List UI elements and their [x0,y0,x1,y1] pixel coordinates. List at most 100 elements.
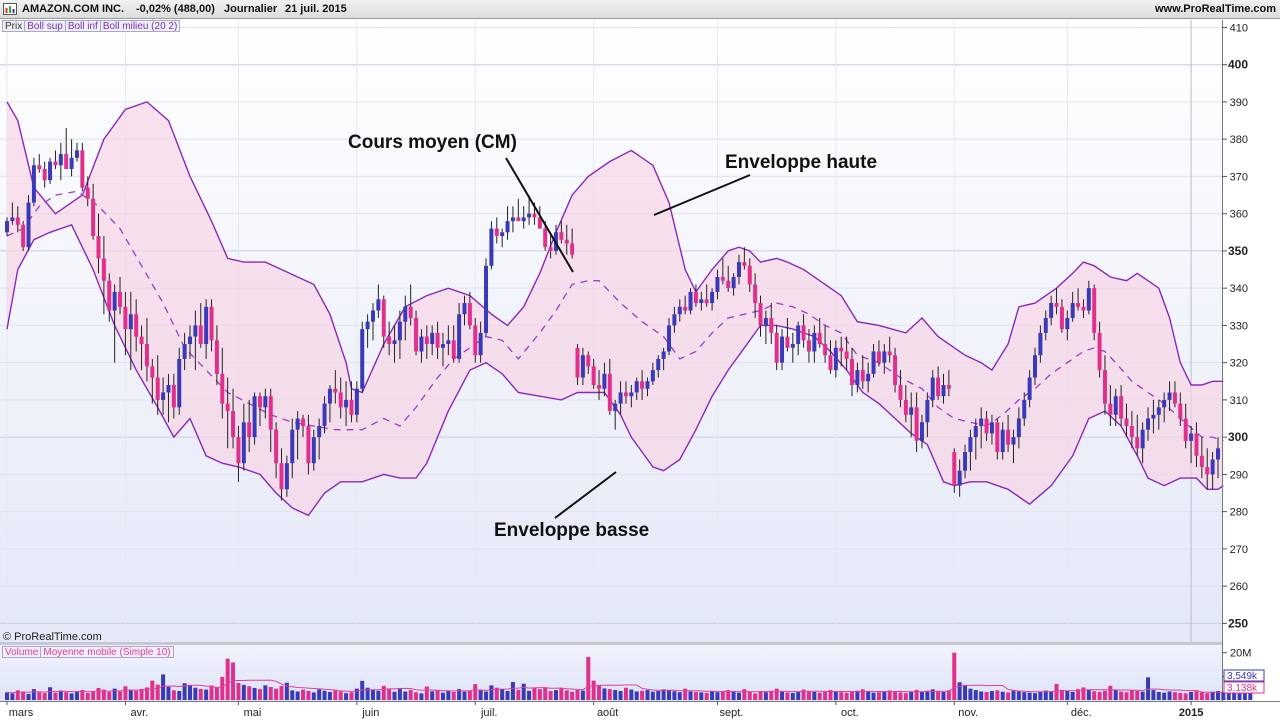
date-tick-label: mai [244,707,262,719]
candle-body [166,385,171,393]
volume-bar [1092,691,1097,700]
volume-bar [580,690,585,700]
volume-bar [553,690,558,700]
volume-bar [543,687,548,700]
candle-body [623,392,628,397]
volume-bar [1210,691,1215,700]
price-axis[interactable]: 250 260 270 280 290 300 310 320 330 340 350 360 370 3… [1222,22,1248,630]
candle-body [521,217,526,222]
volume-legend-item[interactable]: Moyenne mobile (Simple 10) [40,646,174,658]
candle-body [187,336,192,345]
volume-bar [1054,683,1059,700]
candle-body [1216,448,1220,460]
volume-bar [365,687,370,700]
volume-bar [1242,690,1247,700]
candle-body [564,239,569,244]
price-legend-item[interactable]: Boll milieu (20 2) [99,20,181,32]
volume-bar [1199,692,1204,700]
annotation-pointer-upper [653,174,751,216]
volume-bar [640,690,645,700]
site-url[interactable]: www.ProRealTime.com [1154,3,1276,15]
candle-body [510,217,515,222]
candle-body [742,262,747,266]
price-tick-label: 380 [1230,134,1248,146]
candle-body [80,150,85,188]
volume-bar [214,687,219,700]
volume-bar [1108,685,1113,700]
candle-body [855,370,860,386]
volume-bar [220,676,225,700]
volume-bar [1140,691,1145,700]
volume-bar [376,690,381,700]
price-tick-label: 330 [1230,320,1248,332]
candle-body [936,377,941,397]
volume-bar [1248,691,1253,700]
candle-body [457,314,462,359]
volume-bar [252,687,257,700]
candle-body [317,425,322,438]
candle-body [144,344,149,367]
date-tick-label: oct. [841,707,859,719]
volume-bar [564,690,569,700]
candle-body [139,336,144,345]
candle-body [634,381,639,393]
volume-bar [1146,677,1151,700]
volume-bar [586,656,591,700]
volume-bar [53,692,58,700]
date-axis[interactable]: mars avr. mai juin juil. août sept. oct. nov. déc… [6,701,1203,719]
volume-bar [123,686,128,700]
candle-body [1076,303,1081,307]
candle-body [753,284,758,304]
volume-bar [1065,691,1070,700]
candle-body [537,217,542,229]
candle-body [462,303,467,315]
period-label[interactable]: Journalier [224,3,278,15]
candle-body [516,217,521,222]
volume-bar [37,692,42,700]
candle-body [699,299,704,304]
candle-body [134,314,139,337]
price-legend-item[interactable]: Prix [2,20,26,32]
volume-bar [968,688,973,700]
candle-body [1081,306,1086,311]
candle-body [85,187,90,199]
candle-body [1151,414,1156,419]
candle-body [69,157,74,169]
candle-body [505,221,510,233]
volume-bar [1237,687,1242,700]
candle-body [42,168,47,181]
annotation-lower: Enveloppe basse [494,520,650,541]
candle-body [424,336,429,345]
volume-bar [101,689,106,700]
candle-body [128,314,133,330]
candle-body [31,165,36,203]
volume-bar [989,691,994,700]
volume-bar [1156,691,1161,700]
candle-body [494,228,499,237]
volume-moving-average [6,679,1251,694]
candle-body [1113,396,1118,415]
price-legend-item[interactable]: Boll inf [64,20,101,32]
volume-value-label: 3,138k [1227,683,1258,694]
volume-bar [91,691,96,700]
volume-bar [963,684,968,700]
volume-bar [144,687,149,700]
candle-body [806,340,811,352]
chart-window-icon[interactable] [3,3,17,15]
candle-body [1140,429,1145,449]
volume-bar [774,688,779,700]
price-legend-item[interactable]: Boll sup [24,20,66,32]
candle-body [1199,455,1204,467]
candle-body [58,154,63,166]
candle-body [984,418,989,434]
volume-bar [419,693,424,700]
candle-body [381,299,386,337]
candle-body [451,340,456,359]
volume-legend-item[interactable]: Volume [2,646,42,658]
volume-bar [602,688,607,700]
volume-bar [1038,691,1043,700]
bollinger-upper-line [6,101,1224,394]
volume-bar [828,690,833,700]
candle-body [21,224,26,248]
